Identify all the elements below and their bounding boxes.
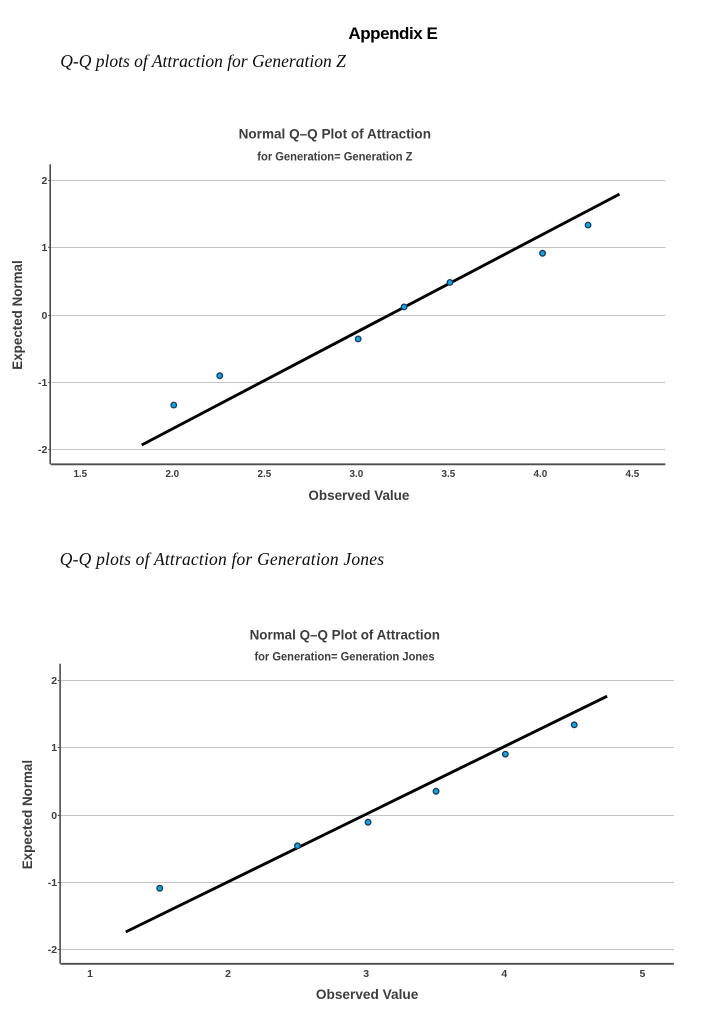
- svg-text:Expected Normal: Expected Normal: [10, 260, 25, 369]
- svg-text:2.0: 2.0: [165, 468, 179, 480]
- svg-text:3.5: 3.5: [442, 468, 456, 480]
- svg-text:Expected Normal: Expected Normal: [20, 760, 35, 869]
- svg-text:Normal Q–Q Plot of Attraction: Normal Q–Q Plot of Attraction: [239, 125, 431, 141]
- svg-text:5: 5: [639, 968, 645, 980]
- svg-text:0: 0: [51, 810, 57, 822]
- svg-text:Observed Value: Observed Value: [316, 987, 419, 1002]
- svg-text:3: 3: [363, 968, 369, 980]
- svg-text:2.5: 2.5: [258, 468, 272, 480]
- svg-text:1: 1: [51, 742, 57, 754]
- svg-text:-2: -2: [48, 944, 57, 956]
- svg-text:4: 4: [501, 968, 507, 980]
- svg-text:4.0: 4.0: [534, 468, 548, 480]
- svg-text:4.5: 4.5: [626, 468, 640, 480]
- svg-text:2: 2: [51, 675, 57, 687]
- svg-text:for Generation= Generation Z: for Generation= Generation Z: [257, 150, 412, 164]
- svg-text:-2: -2: [38, 444, 47, 456]
- svg-text:2: 2: [41, 175, 47, 187]
- svg-text:-1: -1: [38, 377, 47, 389]
- svg-text:3.0: 3.0: [350, 468, 364, 480]
- svg-text:1.5: 1.5: [73, 468, 87, 480]
- svg-text:1: 1: [87, 968, 93, 980]
- svg-text:Observed Value: Observed Value: [308, 488, 409, 503]
- svg-text:for Generation= Generation Jon: for Generation= Generation Jones: [254, 650, 434, 664]
- svg-text:2: 2: [225, 968, 231, 980]
- svg-text:1: 1: [41, 242, 47, 254]
- svg-text:Normal Q–Q Plot of Attraction: Normal Q–Q Plot of Attraction: [250, 626, 440, 642]
- svg-text:0: 0: [41, 310, 47, 322]
- svg-text:-1: -1: [48, 877, 57, 889]
